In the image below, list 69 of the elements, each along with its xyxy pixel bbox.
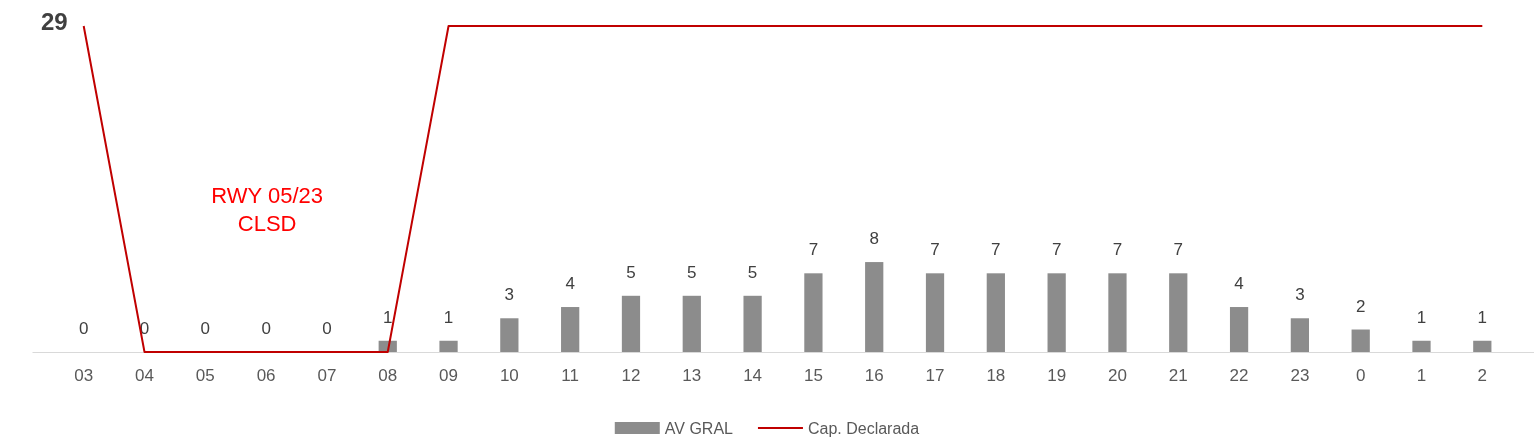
data-label: 29 <box>40 8 68 35</box>
x-tick-label: 16 <box>864 365 884 385</box>
data-label: 0 <box>322 319 332 338</box>
x-tick-label: 1 <box>1416 365 1427 385</box>
bar <box>682 295 701 352</box>
legend-label: Cap. Declarada <box>807 420 920 437</box>
data-label: 3 <box>1295 285 1305 305</box>
bar <box>1290 318 1309 352</box>
x-tick-label: 22 <box>1229 365 1249 385</box>
data-label: 3 <box>504 285 515 305</box>
x-tick-label: 11 <box>561 365 579 385</box>
bar <box>439 340 458 352</box>
bar <box>1047 273 1066 352</box>
data-label: 4 <box>565 274 575 294</box>
annotation: RWY 05/23 CLSD <box>211 183 323 236</box>
data-label: 7 <box>1051 240 1062 260</box>
data-label: 7 <box>930 240 940 260</box>
x-tick-label: 07 <box>317 365 337 385</box>
x-tick-label: 08 <box>378 365 398 385</box>
bar <box>1229 307 1249 352</box>
bar <box>621 295 641 352</box>
bar <box>925 273 945 352</box>
x-tick-label: 17 <box>925 365 945 385</box>
x-tick-label: 19 <box>1047 365 1067 385</box>
x-tick-label: 21 <box>1168 365 1188 385</box>
x-tick-label: 13 <box>682 365 702 385</box>
bar <box>561 307 580 352</box>
bar <box>1108 273 1127 352</box>
x-tick-label: 0 <box>1355 365 1366 385</box>
data-label: 0 <box>261 319 271 338</box>
legend-label: AV GRAL <box>664 420 734 437</box>
bar <box>1169 273 1188 352</box>
data-label: 5 <box>687 262 697 282</box>
x-tick-label: 15 <box>803 365 823 385</box>
x-tick-label: 05 <box>195 365 215 385</box>
x-tick-label: 09 <box>439 365 459 385</box>
bar <box>1473 340 1492 352</box>
x-tick-label: 2 <box>1477 365 1488 385</box>
x-tick-label: 14 <box>743 365 763 385</box>
bar <box>500 318 519 352</box>
data-label: 0 <box>200 319 211 338</box>
data-label: 1 <box>1416 307 1427 327</box>
x-tick-label: 04 <box>135 365 154 385</box>
bar <box>865 262 884 352</box>
x-tick-label: 23 <box>1290 365 1310 385</box>
data-label: 7 <box>808 240 819 260</box>
bar <box>1412 340 1431 352</box>
x-tick-label: 06 <box>256 365 276 385</box>
data-label: 1 <box>443 307 454 327</box>
data-label: 1 <box>383 307 393 327</box>
data-label: 7 <box>991 240 1001 260</box>
data-label: 0 <box>78 319 89 338</box>
data-label: 7 <box>1112 240 1123 260</box>
x-tick-label: 03 <box>74 365 94 385</box>
x-tick-label: 20 <box>1107 365 1127 385</box>
data-label: 1 <box>1477 307 1488 327</box>
bar <box>743 295 762 352</box>
data-label: 7 <box>1173 240 1183 260</box>
data-label: 5 <box>747 262 758 282</box>
data-label: 4 <box>1234 274 1244 294</box>
x-tick-label: 18 <box>986 365 1006 385</box>
x-tick-label: 12 <box>621 365 641 385</box>
x-tick-label: 10 <box>499 365 519 385</box>
bar <box>1351 329 1370 352</box>
bar <box>804 273 823 352</box>
bar <box>986 273 1005 352</box>
data-label: 5 <box>626 262 636 282</box>
data-label: 8 <box>869 229 879 249</box>
data-label: 2 <box>1355 296 1366 316</box>
